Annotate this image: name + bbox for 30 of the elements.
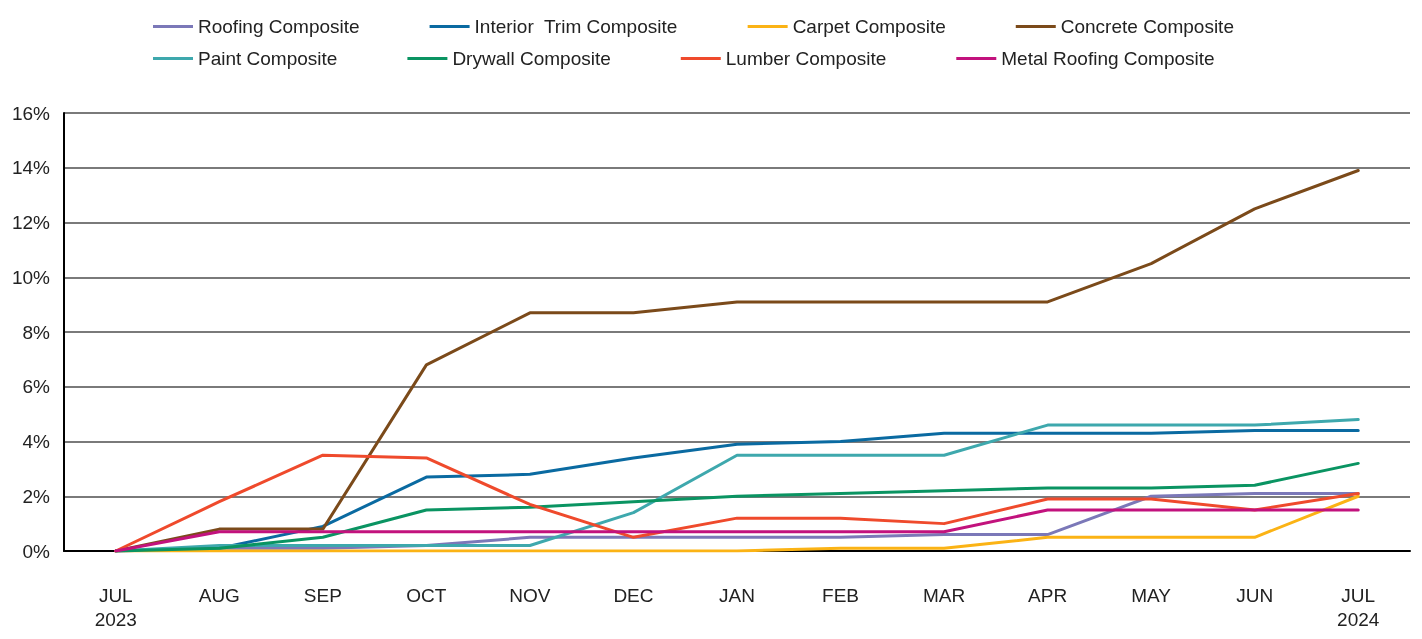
- legend-label: Carpet Composite: [792, 16, 946, 37]
- x-tick-label: FEB: [822, 584, 860, 606]
- x-tick-label: MAR: [922, 584, 966, 606]
- legend-label: Drywall Composite: [452, 48, 611, 69]
- legend-label: Lumber Composite: [725, 48, 887, 69]
- y-tick-label: 10%: [11, 266, 51, 288]
- x-tick-label: APR: [1028, 584, 1068, 606]
- y-tick-label: 4%: [22, 431, 51, 452]
- y-tick-label: 6%: [22, 376, 51, 398]
- legend-label: Metal Roofing Composite: [1001, 48, 1215, 69]
- y-tick-label: 0%: [22, 540, 51, 562]
- legend-label: Paint Composite: [198, 48, 338, 69]
- legend-label: Interior Trim Composite: [474, 16, 678, 37]
- x-tick-label: JUL 2023: [94, 584, 137, 630]
- legend-label: Roofing Composite: [198, 16, 360, 37]
- y-tick-label: 16%: [11, 102, 51, 124]
- x-tick-label: OCT: [406, 584, 447, 606]
- x-tick-label: MAY: [1131, 584, 1172, 606]
- x-tick-label: SEP: [303, 584, 342, 606]
- legend-label: Concrete Composite: [1060, 16, 1234, 37]
- x-tick-label: JUL 2024: [1337, 584, 1380, 630]
- x-tick-label: JUN: [1236, 584, 1274, 606]
- y-tick-label: 12%: [11, 212, 51, 233]
- x-tick-label: JAN: [719, 584, 755, 606]
- y-tick-label: 2%: [22, 485, 51, 507]
- x-tick-label: NOV: [509, 584, 551, 606]
- y-tick-label: 8%: [22, 321, 51, 343]
- y-tick-label: 14%: [11, 157, 51, 179]
- x-tick-label: DEC: [613, 584, 654, 606]
- x-tick-label: AUG: [198, 584, 240, 606]
